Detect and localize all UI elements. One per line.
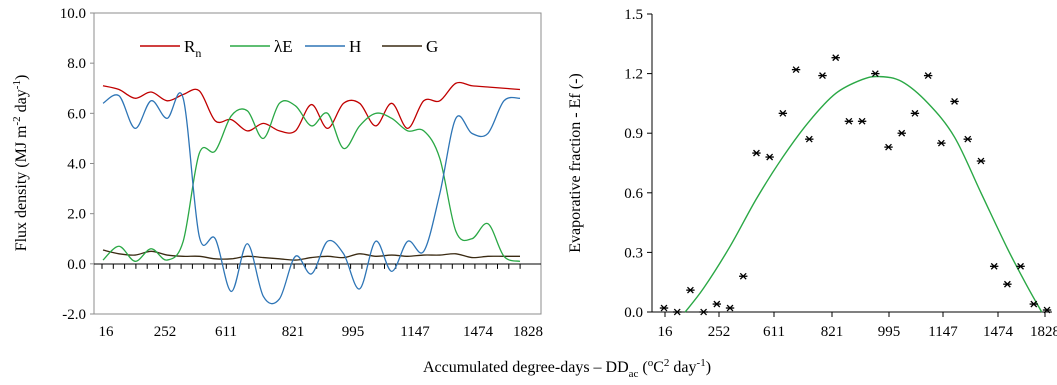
fit-curve <box>684 75 1043 313</box>
scatter-point <box>805 135 814 143</box>
left-zero-minor-ticks <box>101 263 521 269</box>
right-ytick-label: 0.9 <box>624 126 643 142</box>
right-x-ticks: 16 252 611 821 995 1147 1474 1828 <box>658 312 1057 340</box>
left-chart: -2.0 0.0 2.0 4.0 6.0 8.0 10.0 16 252 611 821 995 11… <box>11 6 543 340</box>
left-xtick-label: 995 <box>342 324 365 340</box>
left-y-axis-label: Flux density (MJ m-2 day-1) <box>11 75 30 252</box>
scatter-point <box>1003 280 1012 288</box>
left-series-group <box>102 81 521 305</box>
scatter-point <box>752 149 761 157</box>
left-xtick-label: 1474 <box>463 324 494 340</box>
right-xtick-label: 252 <box>708 324 731 340</box>
left-x-ticks: 16 252 611 821 995 1147 1474 1828 <box>99 324 544 340</box>
left-ytick-label: 4.0 <box>67 157 86 173</box>
scatter-point <box>871 70 880 77</box>
scatter-point <box>686 286 695 294</box>
right-y-axis-label: Evaporative fraction - Ef (-) <box>567 73 584 252</box>
left-xtick-label: 1828 <box>513 324 543 340</box>
scatter-point <box>818 72 827 79</box>
shared-x-axis-label: Accumulated degree-days – DDac (oC2 day-… <box>423 357 711 380</box>
scatter-point <box>844 117 854 125</box>
right-fit-group <box>684 75 1043 313</box>
scatter-point <box>923 72 933 79</box>
scatter-point <box>1042 306 1052 314</box>
right-chart: 0.0 0.3 0.6 0.9 1.2 1.5 16 252 611 821 995 1147 147… <box>567 7 1057 340</box>
scatter-point <box>937 139 946 147</box>
right-ytick-label: 0.6 <box>624 186 643 202</box>
scatter-point <box>884 143 893 151</box>
left-series-line-lambda-e <box>102 100 521 262</box>
scatter-point <box>950 98 959 105</box>
right-xtick-label: 611 <box>763 324 785 340</box>
right-xtick-label: 1147 <box>928 324 958 340</box>
scatter-point <box>739 272 748 280</box>
scatter-point <box>778 109 788 117</box>
left-ytick-label: 0.0 <box>67 257 86 273</box>
left-xtick-label: 611 <box>215 324 237 340</box>
legend-label: Rn <box>184 37 201 60</box>
left-plot-frame <box>93 12 542 315</box>
left-xtick-label: 821 <box>282 324 305 340</box>
left-y-ticks: -2.0 0.0 2.0 4.0 6.0 8.0 10.0 <box>60 6 94 323</box>
right-y-ticks: 0.0 0.3 0.6 0.9 1.2 1.5 <box>624 7 652 321</box>
scatter-point <box>1016 262 1025 270</box>
legend-label: H <box>349 37 361 56</box>
left-ytick-label: 10.0 <box>60 6 86 22</box>
left-ytick-label: 8.0 <box>67 56 86 72</box>
scatter-point <box>857 117 867 125</box>
scatter-point <box>725 304 735 312</box>
right-xtick-label: 821 <box>821 324 844 340</box>
right-ytick-label: 1.5 <box>624 7 643 23</box>
scatter-point <box>699 308 708 316</box>
left-series-line-r <box>102 81 521 134</box>
left-series-line-g <box>102 249 520 261</box>
left-xtick-label: 1147 <box>400 324 430 340</box>
left-ytick-label: -2.0 <box>62 307 86 323</box>
scatter-point <box>831 54 840 62</box>
right-xtick-label: 1828 <box>1030 324 1057 340</box>
left-series-line-h <box>102 92 521 305</box>
left-ytick-label: 2.0 <box>67 207 86 223</box>
left-xtick-label: 252 <box>154 324 177 340</box>
scatter-point <box>976 157 986 165</box>
scatter-point <box>910 109 920 117</box>
left-xtick-label: 16 <box>99 324 115 340</box>
right-ytick-label: 0.0 <box>624 305 643 321</box>
scatter-point <box>765 153 774 161</box>
left-ytick-label: 6.0 <box>67 106 86 122</box>
scatter-point <box>659 304 669 312</box>
scatter-point <box>1029 300 1038 308</box>
right-points-group <box>659 54 1052 316</box>
right-xtick-label: 1474 <box>983 324 1014 340</box>
scatter-point <box>897 129 906 137</box>
legend-label: λE <box>274 37 293 56</box>
right-ytick-label: 1.2 <box>624 67 643 83</box>
scatter-point <box>712 300 722 308</box>
scatter-point <box>963 135 972 143</box>
right-xtick-label: 16 <box>658 324 674 340</box>
legend-label: G <box>426 37 438 56</box>
left-legend: Rn λE H G <box>140 37 438 60</box>
scatter-point <box>673 308 682 316</box>
right-xtick-label: 995 <box>878 324 901 340</box>
right-ytick-label: 0.3 <box>624 245 643 261</box>
scatter-point <box>989 262 999 270</box>
scatter-point <box>791 66 801 74</box>
